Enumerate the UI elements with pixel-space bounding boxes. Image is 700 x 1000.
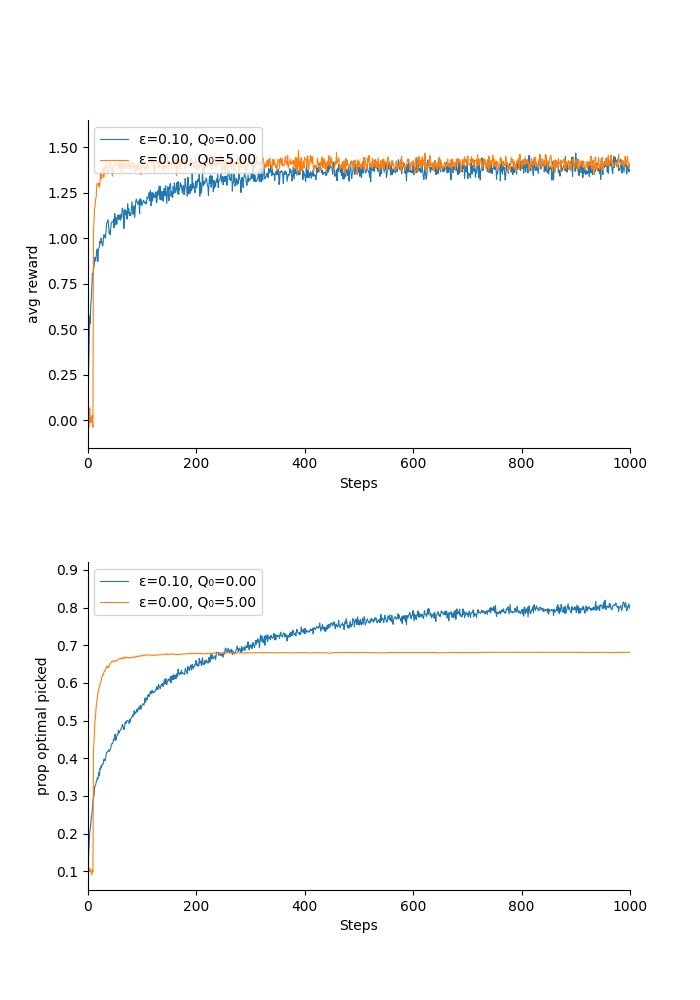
- Legend: ε=0.10, Q₀=0.00, ε=0.00, Q₀=5.00: ε=0.10, Q₀=0.00, ε=0.00, Q₀=5.00: [94, 569, 262, 615]
- ε=0.00, Q₀=5.00: [626, 157, 634, 169]
- Y-axis label: avg reward: avg reward: [27, 245, 41, 323]
- Line: ε=0.00, Q₀=5.00: ε=0.00, Q₀=5.00: [88, 652, 630, 875]
- ε=0.10, Q₀=0.00: [303, 625, 312, 637]
- ε=0.00, Q₀=5.00: [506, 646, 514, 658]
- ε=0.10, Q₀=0.00: [456, 610, 464, 622]
- ε=0.10, Q₀=0.00: [516, 608, 524, 620]
- ε=0.10, Q₀=0.00: [516, 164, 524, 176]
- Y-axis label: prop optimal picked: prop optimal picked: [36, 657, 50, 795]
- ε=0.10, Q₀=0.00: [626, 165, 634, 177]
- ε=0.00, Q₀=5.00: [457, 164, 466, 176]
- Line: ε=0.10, Q₀=0.00: ε=0.10, Q₀=0.00: [88, 153, 630, 428]
- ε=0.00, Q₀=5.00: [517, 162, 526, 174]
- Legend: ε=0.10, Q₀=0.00, ε=0.00, Q₀=5.00: ε=0.10, Q₀=0.00, ε=0.00, Q₀=5.00: [94, 127, 262, 173]
- ε=0.10, Q₀=0.00: [323, 169, 331, 181]
- ε=0.00, Q₀=5.00: [84, 869, 92, 881]
- ε=0.10, Q₀=0.00: [84, 422, 92, 434]
- ε=0.00, Q₀=5.00: [304, 161, 312, 173]
- ε=0.00, Q₀=5.00: [294, 145, 302, 157]
- ε=0.00, Q₀=5.00: [323, 647, 331, 659]
- ε=0.10, Q₀=0.00: [139, 698, 148, 710]
- ε=0.10, Q₀=0.00: [139, 194, 148, 206]
- ε=0.00, Q₀=5.00: [85, 421, 93, 433]
- ε=0.10, Q₀=0.00: [506, 606, 514, 618]
- ε=0.00, Q₀=5.00: [323, 159, 332, 171]
- ε=0.00, Q₀=5.00: [508, 156, 516, 168]
- ε=0.10, Q₀=0.00: [323, 624, 331, 636]
- ε=0.10, Q₀=0.00: [303, 172, 312, 184]
- ε=0.10, Q₀=0.00: [626, 603, 634, 615]
- ε=0.00, Q₀=5.00: [84, 419, 92, 431]
- ε=0.00, Q₀=5.00: [303, 647, 312, 659]
- ε=0.00, Q₀=5.00: [456, 647, 464, 659]
- Line: ε=0.10, Q₀=0.00: ε=0.10, Q₀=0.00: [88, 600, 630, 873]
- ε=0.00, Q₀=5.00: [140, 160, 148, 172]
- ε=0.00, Q₀=5.00: [139, 649, 148, 661]
- X-axis label: Steps: Steps: [340, 919, 378, 933]
- ε=0.00, Q₀=5.00: [517, 646, 525, 658]
- ε=0.10, Q₀=0.00: [506, 161, 514, 173]
- ε=0.10, Q₀=0.00: [571, 147, 580, 159]
- ε=0.00, Q₀=5.00: [626, 646, 634, 658]
- ε=0.10, Q₀=0.00: [456, 166, 464, 178]
- X-axis label: Steps: Steps: [340, 477, 378, 491]
- ε=0.00, Q₀=5.00: [511, 646, 519, 658]
- ε=0.10, Q₀=0.00: [84, 867, 92, 879]
- Line: ε=0.00, Q₀=5.00: ε=0.00, Q₀=5.00: [88, 151, 630, 427]
- ε=0.10, Q₀=0.00: [601, 594, 609, 606]
